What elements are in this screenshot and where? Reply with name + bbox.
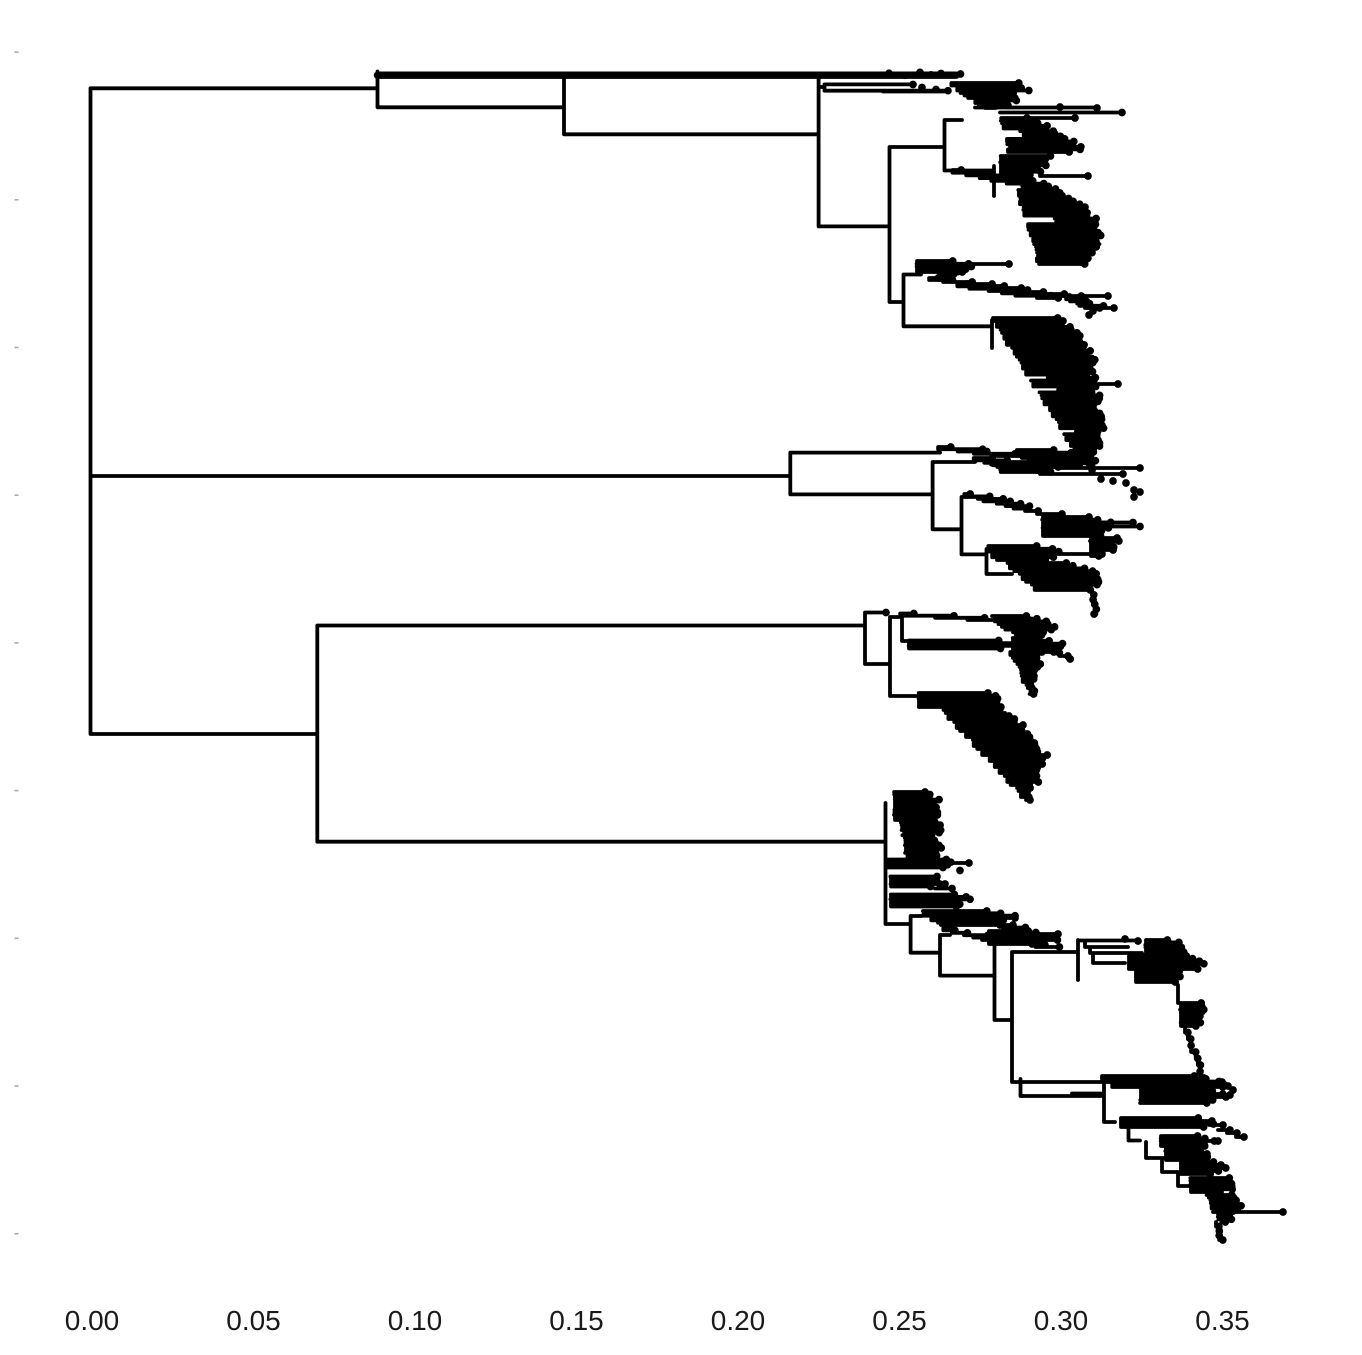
svg-text:0.00: 0.00 bbox=[65, 1305, 120, 1336]
svg-text:0.30: 0.30 bbox=[1034, 1305, 1089, 1336]
svg-text:0.20: 0.20 bbox=[711, 1305, 766, 1336]
svg-text:0.15: 0.15 bbox=[549, 1305, 604, 1336]
svg-text:0.10: 0.10 bbox=[388, 1305, 443, 1336]
svg-text:0.05: 0.05 bbox=[226, 1305, 281, 1336]
svg-text:0.25: 0.25 bbox=[872, 1305, 927, 1336]
svg-text:0.35: 0.35 bbox=[1195, 1305, 1250, 1336]
